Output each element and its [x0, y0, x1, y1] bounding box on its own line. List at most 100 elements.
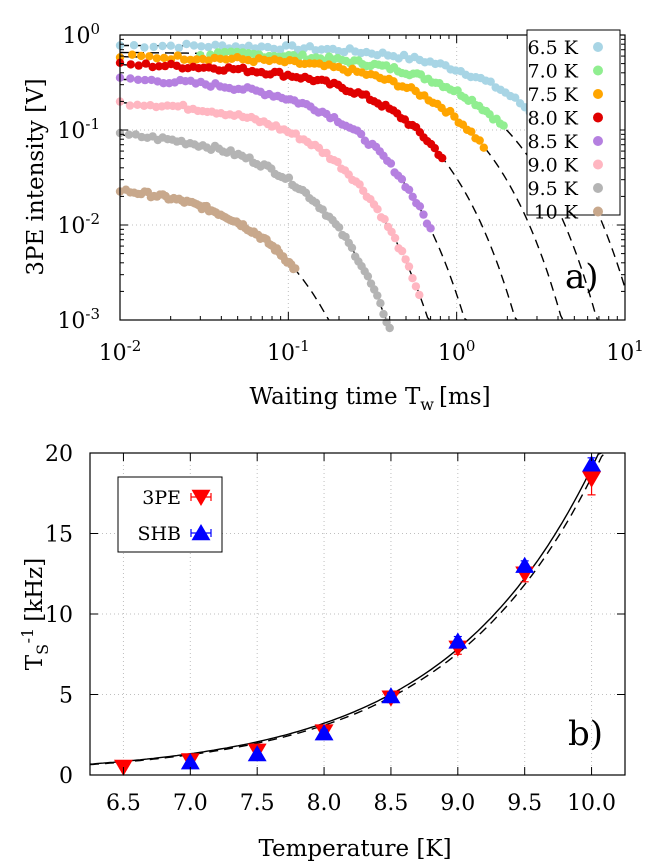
- panel-a-data-point: [426, 224, 435, 233]
- panel-a-data-point: [124, 130, 134, 139]
- panel-a-data-point: [133, 100, 142, 110]
- panel-a-data-point: [204, 42, 213, 52]
- panel-a-x-tick-label: 10-2: [99, 337, 142, 366]
- panel-a-data-point: [387, 227, 396, 237]
- panel-a-data-point: [430, 144, 439, 153]
- panel-a-data-point: [333, 157, 342, 167]
- panel-b-y-tick-label: 0: [59, 764, 73, 789]
- panel-a-legend-marker: [593, 112, 603, 123]
- panel-a-data-point: [397, 175, 407, 184]
- panel-a-data-point: [141, 59, 151, 68]
- panel-a-data-point: [192, 55, 201, 64]
- panel-a-data-point: [244, 41, 253, 50]
- panel-b-fit-curve: [89, 452, 602, 765]
- panel-a-data-point: [380, 215, 389, 224]
- panel-a-data-point: [149, 42, 158, 52]
- panel-a-data-point: [397, 246, 407, 256]
- panel-a-data-point: [334, 223, 344, 232]
- panel-a-data-point: [450, 112, 459, 121]
- panel-a-data-point: [499, 121, 508, 130]
- panel-b-legend: 3PE SHB: [117, 476, 223, 553]
- panel-b-data-point: [180, 753, 200, 770]
- panel-a-data-point: [475, 136, 484, 145]
- panel-a-legend-label: 8.0 K: [528, 108, 579, 130]
- panel-a-ticks: 10-2 10-1 100 101 10-3 10-2 10-1 100: [57, 20, 643, 366]
- panel-a-data-point: [180, 55, 189, 64]
- panel-a-x-tick-label: 101: [606, 337, 644, 366]
- panel-a-data-point: [220, 47, 229, 57]
- panel-b-x-tick-label: 8.5: [373, 791, 408, 816]
- panel-a-data-point: [390, 233, 400, 243]
- panel-a-data-point: [226, 47, 236, 56]
- panel-b-x-tick-label: 10.0: [567, 791, 616, 816]
- panel-a-data-point: [511, 93, 520, 102]
- panel-a-data-point: [134, 61, 143, 70]
- panel-a-data-point: [128, 50, 137, 59]
- panel-a-data-point: [139, 101, 149, 111]
- panel-a-data-point: [467, 127, 476, 136]
- panel-a-data-point: [140, 43, 149, 52]
- panel-a-x-tick-label: 100: [438, 337, 476, 366]
- panel-b-x-axis-label: Temperature [K]: [258, 836, 451, 862]
- panel-a-legend-marker: [593, 136, 603, 146]
- panel-a-data-point: [415, 290, 424, 300]
- panel-a-data-point: [189, 41, 199, 50]
- panel-a-data-point: [159, 53, 169, 63]
- panel-a-x-tick-label: 10-1: [267, 337, 310, 366]
- panel-a-legend-marker: [593, 183, 603, 193]
- panel-b-legend-label: 3PE: [142, 487, 181, 509]
- panel-a-data-point: [281, 41, 291, 50]
- panel-a-data-point: [404, 262, 414, 271]
- panel-a-y-tick-label: 100: [62, 20, 100, 49]
- panel-b-fit-curves: [89, 452, 606, 766]
- panel-a-legend-marker: [593, 159, 603, 170]
- panel-a-data-point: [408, 274, 417, 283]
- panel-b: 6.5 7.0 7.5 8.0 8.5 9.0 9.5 10.0 0 5 10 15 20 3PE SHB…: [18, 442, 626, 862]
- panel-a-data-point: [275, 45, 285, 54]
- panel-b-data-point: [582, 455, 602, 472]
- panel-b-data-point: [314, 724, 334, 741]
- panel-a-data-point: [288, 41, 297, 50]
- panel-a-y-tick-label: 10-1: [57, 115, 100, 144]
- panel-a-data-point: [411, 282, 421, 291]
- panel-a-y-tick-label: 10-3: [57, 305, 100, 334]
- panel-a-data-point: [148, 62, 157, 72]
- panel-a-legend-label: 8.5 K: [528, 131, 579, 153]
- panel-b-data-point: [515, 556, 535, 573]
- panel-a-data-point: [137, 51, 146, 61]
- panel-a-data-point: [269, 44, 279, 54]
- panel-a-y-tick-label: 10-2: [57, 210, 100, 239]
- panel-a-data-point: [291, 264, 300, 273]
- panel-a-data-point: [129, 41, 139, 50]
- panel-a-data-point: [125, 101, 135, 110]
- panel-a-data-point: [166, 41, 175, 50]
- panel-a-plot-frame: [119, 34, 626, 321]
- panel-a-y-axis-label: 3PE intensity [V]: [23, 78, 49, 275]
- panel-b-x-tick-label: 9.5: [507, 791, 542, 816]
- panel-a-x-axis-label: Waiting time Tw [ms]: [249, 384, 490, 414]
- panel-a-data-point: [479, 143, 488, 152]
- panel-b-data-point: [381, 687, 401, 704]
- panel-b-data-points: [113, 455, 602, 776]
- panel-a-data-point: [386, 159, 396, 168]
- panel-a-fit-curve: [120, 56, 564, 321]
- panel-a-data-point: [373, 291, 382, 300]
- panel-a-legend-label: 9.5 K: [528, 178, 579, 200]
- panel-a-data-point: [355, 180, 364, 189]
- panel-a-data-point: [322, 148, 331, 158]
- panel-a-data-point: [408, 192, 417, 201]
- panel-a-data-point: [186, 55, 195, 65]
- panel-a-data-point: [126, 74, 135, 83]
- panel-a-data-point: [145, 52, 154, 61]
- panel-a-data-point: [379, 309, 388, 319]
- panel-b-y-axis-label: TS-1[kHz]: [18, 558, 52, 671]
- panel-a-legend-box: [526, 29, 621, 216]
- panel-b-data-point: [582, 471, 602, 488]
- panel-b-grid: [90, 453, 625, 775]
- panel-a-data-point: [419, 210, 428, 219]
- panel-b-x-tick-label: 6.5: [106, 791, 141, 816]
- panel-a-data-point: [363, 272, 373, 281]
- panel-a-legend-marker: [593, 42, 603, 52]
- panel-a-data-point: [182, 39, 191, 49]
